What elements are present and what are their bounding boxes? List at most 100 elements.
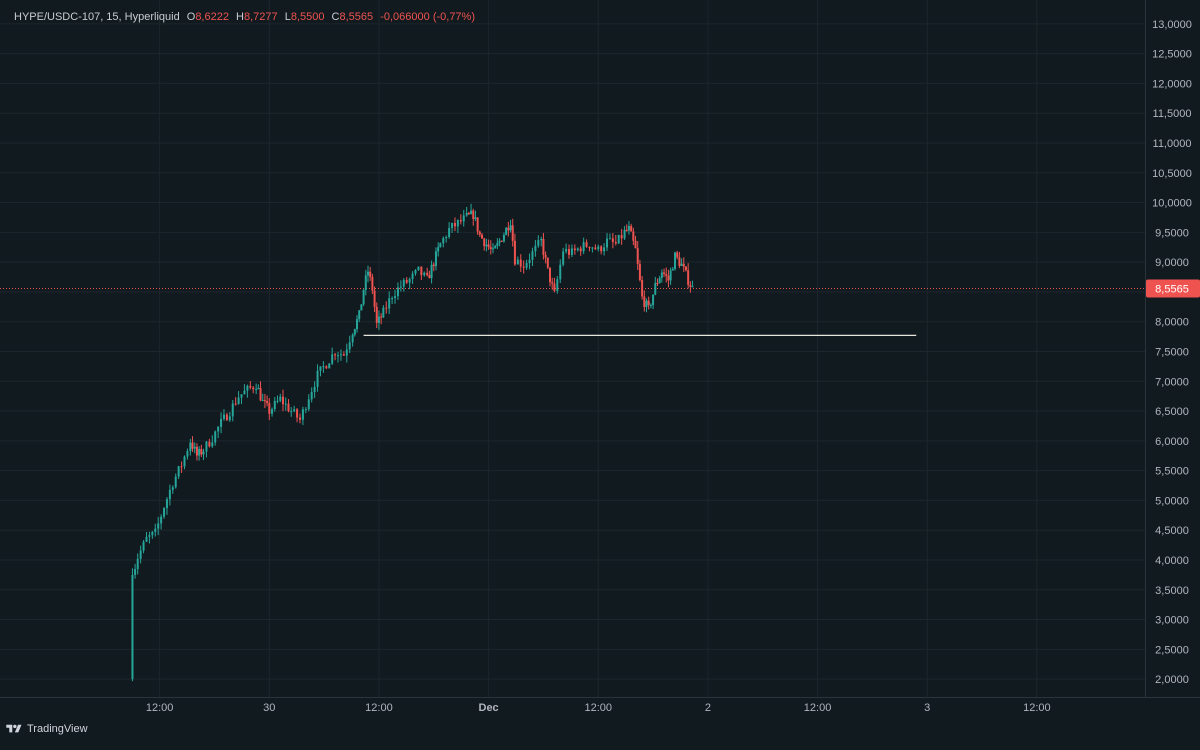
- candle-body: [606, 238, 609, 248]
- candle-body: [351, 334, 354, 343]
- candle-body: [568, 249, 571, 255]
- candle-body: [478, 231, 481, 235]
- candle-body: [636, 248, 639, 264]
- candle-body: [284, 403, 287, 405]
- candle-body: [157, 523, 160, 529]
- candle-body: [423, 272, 426, 276]
- candle-body: [594, 247, 597, 250]
- candle-body: [307, 399, 310, 410]
- candle-body: [231, 403, 234, 417]
- price-axis-label: 3,5000: [1155, 585, 1189, 597]
- candle-body: [680, 263, 683, 266]
- candle-body: [252, 387, 255, 390]
- candle-body: [246, 385, 249, 391]
- candle-body: [362, 289, 365, 305]
- price-axis-label: 12,0000: [1152, 78, 1192, 90]
- candle-body: [496, 242, 499, 246]
- tradingview-brand[interactable]: TradingView: [6, 723, 88, 735]
- price-axis-label: 2,0000: [1155, 674, 1189, 686]
- candle-body: [225, 414, 228, 421]
- candle-body: [180, 466, 183, 468]
- candle-body: [268, 403, 271, 414]
- candle-body: [641, 280, 644, 297]
- candle-body: [467, 213, 470, 215]
- candle-body: [148, 535, 151, 537]
- candle-body: [656, 282, 659, 284]
- candle-body: [649, 305, 652, 307]
- candle-body: [576, 248, 579, 251]
- candle-body: [485, 244, 488, 247]
- candle-body: [591, 247, 594, 249]
- candle-body: [570, 248, 573, 255]
- symbol-label[interactable]: HYPE/USDC-107, 15, Hyperliquid: [14, 11, 180, 23]
- candle-body: [208, 441, 211, 447]
- candle-body: [139, 550, 142, 559]
- candle-body: [465, 213, 468, 216]
- candle-body: [405, 279, 408, 283]
- candle-body: [348, 342, 351, 350]
- candle-body: [682, 263, 685, 267]
- candle-body: [198, 449, 201, 456]
- candle-body: [174, 476, 177, 488]
- candle-body: [620, 234, 623, 239]
- candle-body: [366, 271, 369, 276]
- candle-body: [534, 245, 537, 252]
- candle-body: [556, 279, 559, 291]
- time-axis-label: 12:00: [365, 702, 393, 714]
- time-axis-label: Dec: [479, 702, 499, 714]
- candle-body: [296, 409, 299, 418]
- candle-body: [542, 238, 545, 255]
- candle-body: [195, 446, 198, 456]
- candle-body: [276, 400, 279, 402]
- candle-body: [261, 400, 264, 402]
- candle-body: [358, 310, 361, 320]
- low-key: L: [284, 11, 291, 23]
- candle-body: [505, 227, 508, 235]
- candle-body: [614, 241, 617, 244]
- candle-body: [171, 487, 174, 490]
- candle-body: [494, 245, 497, 249]
- price-axis-label: 5,0000: [1155, 495, 1189, 507]
- candle-body: [165, 499, 168, 509]
- price-axis-label: 11,5000: [1153, 108, 1192, 120]
- candle-body: [509, 225, 512, 231]
- candle-body: [183, 456, 186, 467]
- candle-body: [134, 569, 137, 575]
- candle-body: [487, 244, 490, 248]
- candle-body: [240, 394, 243, 398]
- candle-body: [377, 316, 380, 323]
- price-axis-label: 4,5000: [1155, 525, 1189, 537]
- candle-body: [301, 409, 304, 420]
- candle-body: [375, 306, 378, 323]
- price-axis-label: 8,0000: [1155, 317, 1189, 329]
- candle-body: [537, 240, 540, 246]
- candle-body: [287, 403, 290, 412]
- candle-body: [472, 210, 475, 219]
- candle-body: [630, 226, 633, 232]
- price-axis-label: 9,5000: [1155, 227, 1189, 239]
- high-value: 8,7277: [243, 11, 278, 23]
- candle-body: [145, 536, 148, 542]
- candle-body: [663, 272, 666, 274]
- candle-body: [191, 442, 194, 449]
- candle-body: [689, 284, 692, 287]
- candle-body: [426, 272, 429, 276]
- candle-body: [186, 451, 189, 457]
- candle-body: [205, 441, 208, 452]
- candle-body: [562, 251, 565, 265]
- candle-body: [237, 397, 240, 404]
- candle-body: [373, 290, 376, 307]
- candle-body: [654, 282, 657, 295]
- candle-body: [625, 229, 628, 231]
- candle-body: [551, 282, 554, 284]
- candle-body: [396, 287, 399, 297]
- candle-body: [299, 417, 302, 420]
- candle-body: [565, 249, 568, 252]
- candle-body: [522, 266, 525, 268]
- high-key: H: [236, 11, 244, 23]
- candle-body: [399, 286, 402, 288]
- candle-body: [211, 442, 214, 447]
- candle-body: [345, 349, 348, 356]
